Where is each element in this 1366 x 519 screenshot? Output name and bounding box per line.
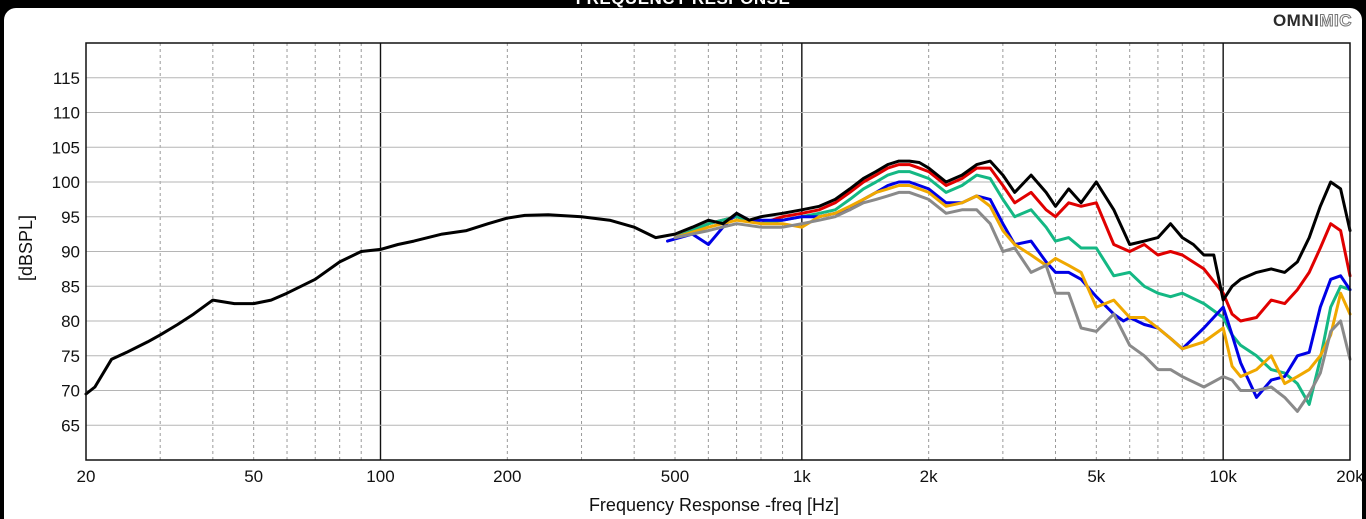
x-tick-label: 500 xyxy=(661,467,689,486)
x-tick-label: 100 xyxy=(366,467,394,486)
x-tick-label: 1k xyxy=(793,467,811,486)
x-tick-label: 20 xyxy=(77,467,96,486)
x-axis-label: Frequency Response -freq [Hz] xyxy=(589,495,839,515)
x-tick-label: 20k xyxy=(1336,467,1364,486)
chart-title: FREQUENCY RESPONSE xyxy=(0,0,1366,9)
series-layer xyxy=(84,159,1352,413)
y-tick-label: 75 xyxy=(61,347,80,366)
y-tick-label: 115 xyxy=(53,69,80,88)
y-tick-label: 105 xyxy=(52,138,80,157)
y-tick-label: 85 xyxy=(61,277,80,296)
plot-frame xyxy=(85,42,1351,461)
series-line-3 xyxy=(673,170,1352,406)
y-tick-label: 65 xyxy=(61,416,80,435)
y-axis-label: [dBSPL] xyxy=(16,215,36,281)
y-tick-label: 90 xyxy=(61,243,80,262)
y-tick-label: 80 xyxy=(61,312,80,331)
logo-bold-text: OMNI xyxy=(1272,11,1320,30)
plot-border xyxy=(85,42,1351,461)
series-line-4 xyxy=(666,180,1352,399)
x-tick-label: 5k xyxy=(1087,467,1105,486)
logo-outline-text: MIC xyxy=(1319,11,1352,31)
y-tick-label: 110 xyxy=(53,104,80,123)
y-tick-label: 100 xyxy=(52,173,80,192)
series-line-6 xyxy=(673,190,1352,413)
series-line-2 xyxy=(673,163,1352,323)
y-tick-label: 70 xyxy=(61,382,80,401)
x-axis-ticks: 20 50 100 200 500 1k 2k 5k 10k 20k xyxy=(77,467,1365,486)
series-line-1 xyxy=(84,159,1352,396)
x-tick-label: 200 xyxy=(493,467,521,486)
y-axis-ticks: 65 70 75 80 85 90 95 100 105 110 115 xyxy=(52,69,80,436)
y-tick-label: 95 xyxy=(61,208,80,227)
x-tick-label: 50 xyxy=(244,467,263,486)
omnimic-logo: OMNIMIC xyxy=(1273,11,1352,31)
x-tick-label: 10k xyxy=(1209,467,1237,486)
x-tick-label: 2k xyxy=(920,467,938,486)
